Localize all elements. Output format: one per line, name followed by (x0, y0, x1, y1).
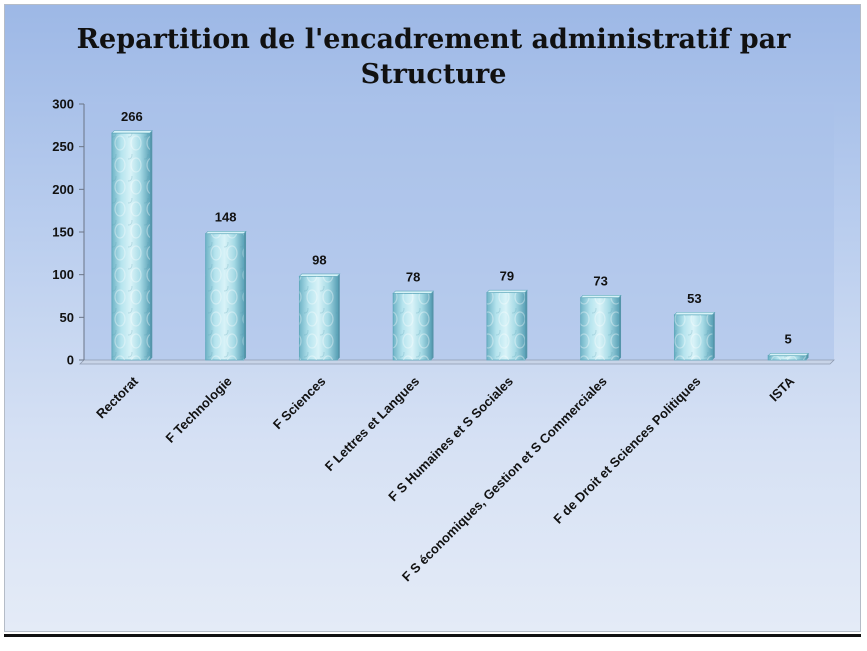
bar (204, 231, 247, 361)
plot-area (84, 104, 834, 360)
y-tick-label: 250 (52, 139, 74, 154)
chart-title: Repartition de l'encadrement administrat… (76, 24, 791, 90)
data-label: 73 (593, 274, 607, 289)
axis-layer: 0 50 100 150 200 250 300 (52, 97, 835, 368)
data-label: 98 (312, 252, 326, 267)
x-tick-label: Rectorat (93, 373, 141, 421)
bar (392, 290, 435, 361)
bottom-rule (4, 634, 861, 637)
bar (486, 289, 528, 361)
y-tick-label: 0 (67, 353, 74, 368)
x-tick-label: F de Droit et Sciences Politiques (550, 374, 703, 527)
bar (767, 353, 810, 361)
data-label: 79 (500, 269, 514, 284)
bar (111, 130, 153, 361)
y-tick-label: 300 (52, 97, 74, 112)
bar-layer (111, 130, 810, 361)
y-tick-label: 50 (60, 310, 74, 325)
data-label: 78 (406, 269, 420, 284)
y-tick-label: 150 (52, 225, 74, 240)
plot-floor (79, 359, 835, 365)
data-label: 266 (121, 109, 143, 124)
data-label: 53 (687, 291, 701, 306)
y-tick-label: 100 (52, 267, 74, 282)
x-tick-label: F Sciences (270, 374, 329, 433)
y-tick-label: 200 (52, 182, 74, 197)
data-label: 148 (215, 210, 237, 225)
x-tick-label: F Lettres et Langues (322, 374, 423, 475)
data-label: 5 (785, 332, 792, 347)
bar (579, 295, 622, 361)
bar (298, 273, 341, 361)
x-tick-label: F S économiques, Gestion et S Commercial… (399, 374, 610, 585)
bar (673, 312, 716, 361)
x-tick-label: ISTA (766, 373, 797, 404)
x-tick-label: F Technologie (163, 374, 235, 446)
